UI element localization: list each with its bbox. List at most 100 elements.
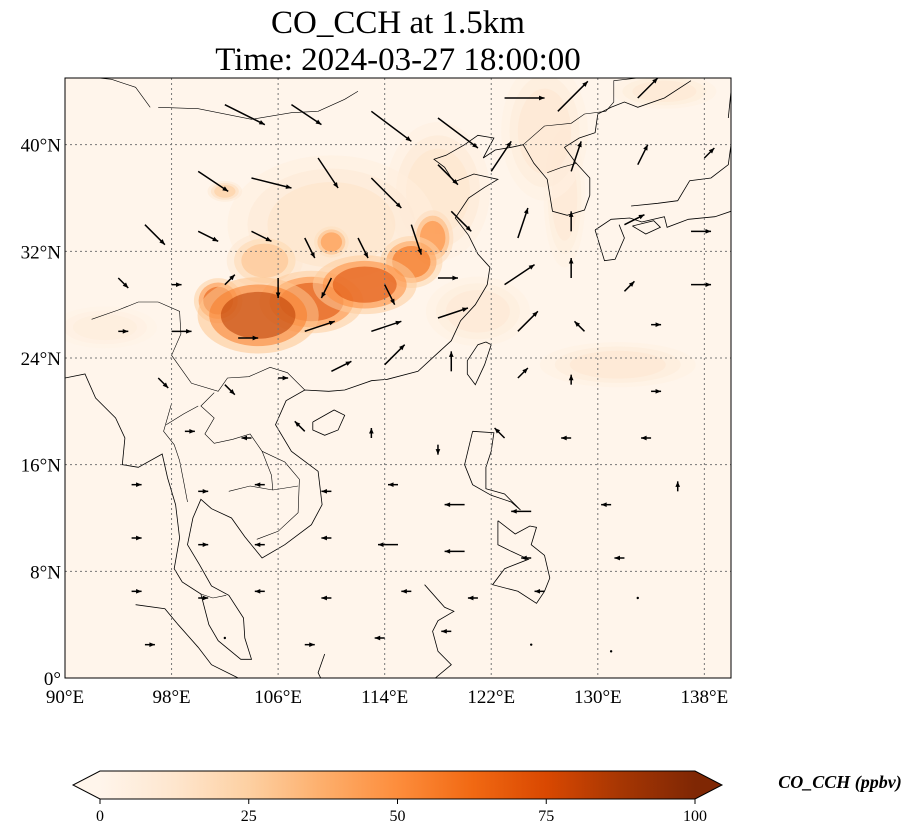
country-border [523,111,606,145]
wind-vector-head [643,144,648,151]
wind-vector [321,535,332,541]
country-borders [65,78,638,599]
wind-vector-head [378,542,384,548]
coastline [317,653,326,678]
wind-vector [601,502,612,508]
wind-vector [637,78,659,99]
wind-vector [568,211,574,232]
wind-vector [517,367,529,379]
wind-vector [304,320,335,333]
wind-vector-head [444,548,451,554]
coastlines [65,80,731,678]
wind-vector-head [149,642,155,648]
wind-vector-head [523,208,529,214]
wind-vector-head [162,382,169,388]
wind-vector-head [285,184,292,189]
coastline [631,144,731,207]
wind-vector-shaft [437,117,479,149]
wind-vector-head [652,78,658,84]
wind-vector-head [441,628,447,634]
wind-vector-head [202,488,209,494]
wind-vector [570,141,582,172]
colorbar-tick-label: 75 [538,808,554,825]
wind-vector [197,170,229,192]
wind-vector-head [159,239,165,245]
co-plume [332,266,397,303]
x-tick-label: 114°E [361,687,408,708]
wind-vector [331,360,352,373]
wind-vector [131,588,142,594]
wind-vector-head [574,321,581,327]
co-plume [569,350,666,379]
wind-vector-head [494,428,501,434]
wind-vector-head [241,435,248,441]
wind-vector [321,488,332,494]
wind-vector-head [189,428,195,434]
wind-vector [291,104,322,126]
wind-vector [384,344,406,366]
wind-vector-head [254,588,261,594]
wind-vector-head [345,361,352,366]
wind-vector [691,282,712,288]
wind-vector-head [522,368,528,374]
wind-vector [198,488,209,494]
wind-vector [117,277,129,289]
wind-vector [561,435,572,441]
wind-vector [691,228,712,234]
country-border [166,405,199,425]
y-tick-label: 32°N [21,242,62,263]
y-tick-label: 16°N [21,456,62,477]
chart-title-line1: CO_CCH at 1.5km [271,5,525,41]
wind-vector-head [582,81,588,87]
wind-vector-head [321,535,327,541]
wind-vector [448,351,454,372]
x-tick-label: 138°E [681,687,729,708]
wind-vector-head [708,148,715,154]
wind-vector-shaft [224,103,266,126]
x-tick-label: 122°E [467,687,515,708]
wind-vector [651,322,662,328]
wind-vector-head [472,142,478,148]
wind-vector [435,444,441,455]
wind-vector-shaft [370,110,412,142]
country-border [256,451,300,540]
wind-vector-head [444,502,451,508]
wind-vector-head [254,482,261,488]
wind-vector-shaft [370,177,402,209]
wind-vector [557,80,589,112]
wind-vector [490,140,512,172]
wind-vector-head [655,388,662,394]
wind-vector-head [363,252,369,258]
colorbar-ticks: 0 25 50 75 100 [96,799,707,825]
wind-vector-shaft [504,264,535,286]
wind-vector [294,420,306,432]
co-plume [517,88,572,174]
wind-vector [157,377,169,389]
coastline [632,220,662,235]
wind-vector-head [448,351,454,357]
wind-vector [278,375,289,381]
wind-vector-shaft [557,80,589,112]
wind-vector [251,230,272,243]
wind-vector [197,230,219,243]
country-border [158,301,306,392]
wind-vector-head [655,322,662,328]
wind-vector [370,177,402,209]
wind-vector [623,280,635,292]
wind-vector [224,384,236,396]
colorbar-label: CO_CCH (ppbv) [778,772,902,793]
wind-vector-head [310,252,315,258]
coastline [424,584,455,678]
co-plume [214,184,236,198]
wind-vector-head [568,211,574,217]
wind-vector [388,482,398,488]
wind-vector-head [136,535,142,541]
wind-vector-head [212,236,219,242]
wind-vector [636,596,639,600]
wind-vector [374,635,385,641]
wind-vector [517,207,529,239]
wind-vector [641,435,652,441]
wind-vector [675,481,681,492]
wind-vector [441,628,452,634]
wind-vector-head [532,311,538,317]
